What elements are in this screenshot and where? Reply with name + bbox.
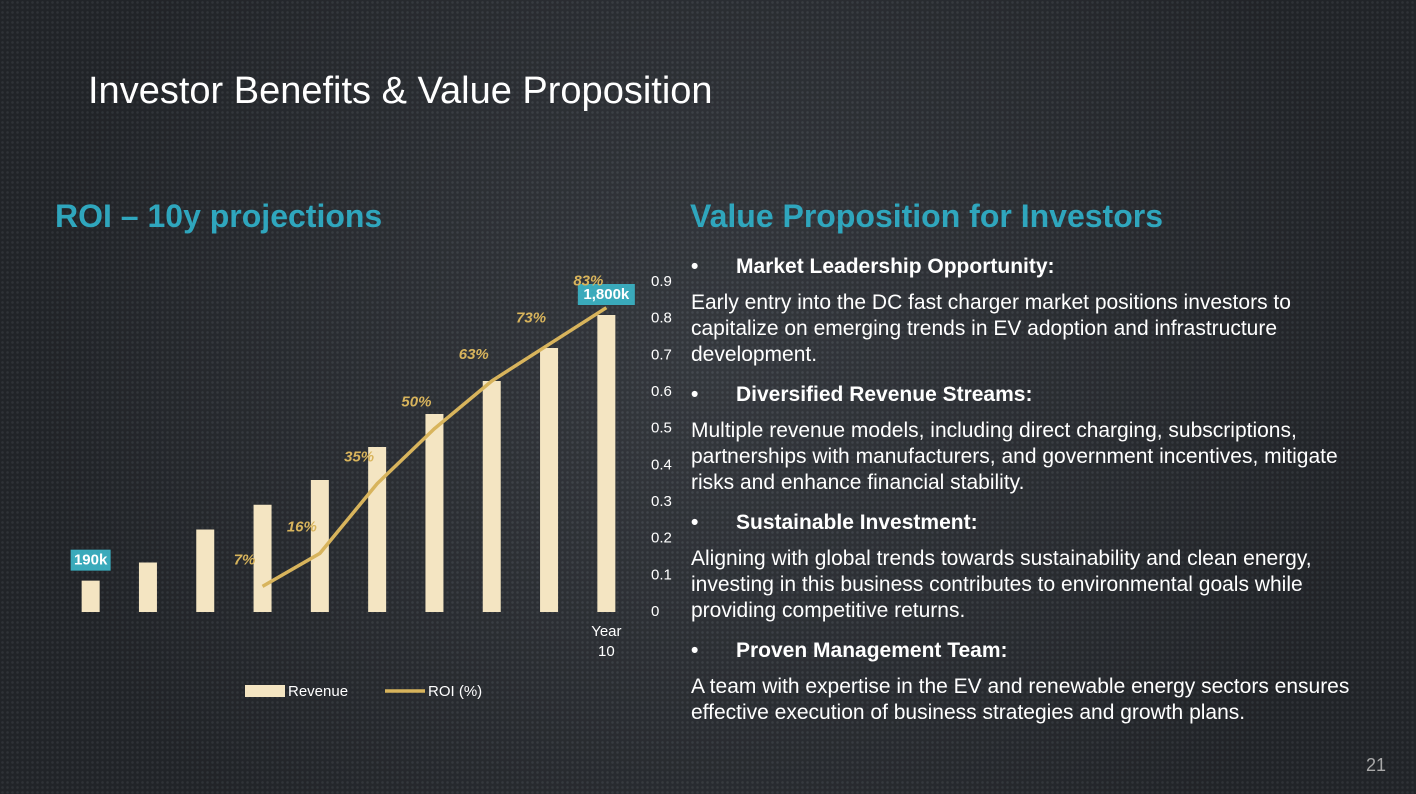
data-label: 1,800k xyxy=(583,286,630,303)
y2-tick-label: 0.3 xyxy=(651,493,672,510)
bar xyxy=(196,529,215,612)
item-heading-text: Diversified Revenue Streams: xyxy=(736,383,1033,406)
item-heading: • Diversified Revenue Streams: xyxy=(691,383,1033,406)
y2-tick-label: 0 xyxy=(651,603,659,620)
item-text: A team with expertise in the EV and rene… xyxy=(691,675,1350,724)
data-label: 50% xyxy=(401,394,431,411)
chart: 0 0.1 0.2 0.3 0.4 0.5 0.6 0.7 0.8 0.9 Year 10 190k 1,… xyxy=(70,273,672,700)
y2-tick-label: 0.4 xyxy=(651,456,672,473)
data-label: 63% xyxy=(459,346,489,363)
item-heading-text: Sustainable Investment: xyxy=(736,511,978,534)
data-label: 16% xyxy=(287,518,317,535)
item-text: Early entry into the DC fast charger mar… xyxy=(691,291,1291,366)
item-heading: • Market Leadership Opportunity: xyxy=(691,255,1055,278)
bar xyxy=(482,381,501,612)
data-label: 190k xyxy=(74,552,108,569)
bar xyxy=(368,447,387,612)
bar xyxy=(138,562,157,612)
legend-label: Revenue xyxy=(288,683,348,700)
y2-tick-label: 0.6 xyxy=(651,383,672,400)
chart-title: ROI – 10y projections xyxy=(55,198,383,234)
roi-line xyxy=(261,306,608,588)
legend-swatch xyxy=(245,685,285,697)
data-label-box xyxy=(70,549,111,571)
data-label: 83% xyxy=(573,273,603,290)
bar xyxy=(310,480,329,612)
y2-tick-label: 0.8 xyxy=(651,310,672,327)
x-tick-label: Year 10 xyxy=(591,623,621,660)
bar xyxy=(253,504,272,612)
slide-title: Investor Benefits & Value Proposition xyxy=(88,70,713,112)
bar xyxy=(81,580,100,612)
y2-tick-label: 0.5 xyxy=(651,420,672,437)
y2-tick-label: 0.9 xyxy=(651,273,672,290)
item-heading-text: Proven Management Team: xyxy=(736,639,1008,662)
item-heading-text: Market Leadership Opportunity: xyxy=(736,255,1055,278)
data-label: 35% xyxy=(344,449,374,466)
bar xyxy=(425,414,444,612)
y2-tick-label: 0.7 xyxy=(651,346,672,363)
data-label-box xyxy=(577,284,635,305)
bar xyxy=(540,348,559,612)
page-number: 21 xyxy=(1365,755,1386,775)
data-label: 73% xyxy=(516,309,546,326)
item-heading: • Sustainable Investment: xyxy=(691,511,978,534)
item-text: Aligning with global trends towards sust… xyxy=(691,547,1312,622)
item-heading: • Proven Management Team: xyxy=(691,639,1008,662)
legend-label: ROI (%) xyxy=(428,683,482,700)
data-label: 7% xyxy=(234,551,256,568)
bar xyxy=(597,315,616,612)
y2-tick-label: 0.1 xyxy=(651,566,672,583)
value-list: • Market Leadership Opportunity: Early ent… xyxy=(691,252,1381,738)
section-heading: Value Proposition for Investors xyxy=(690,198,1163,234)
y2-tick-label: 0.2 xyxy=(651,530,672,547)
item-text: Multiple revenue models, including direc… xyxy=(691,419,1338,494)
